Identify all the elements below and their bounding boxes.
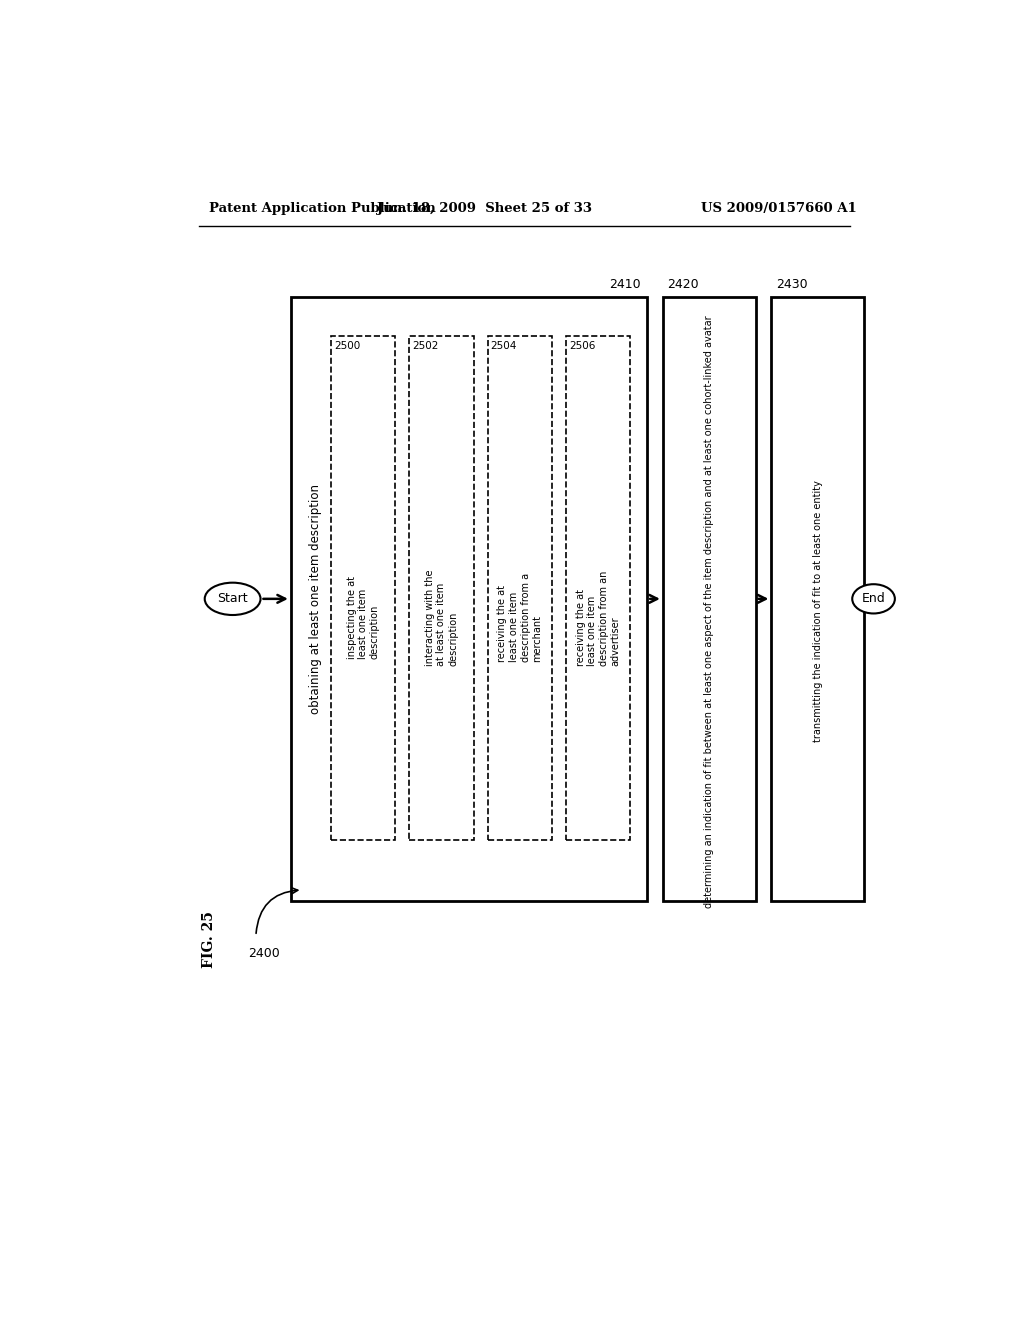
Text: 2430: 2430	[776, 277, 808, 290]
Text: 2500: 2500	[334, 341, 360, 351]
Text: determining an indication of fit between at least one aspect of the item descrip: determining an indication of fit between…	[705, 315, 715, 908]
Text: FIG. 25: FIG. 25	[203, 912, 216, 969]
Bar	[487, 335, 552, 840]
Bar	[331, 335, 395, 840]
Text: inspecting the at
least one item
description: inspecting the at least one item descrip…	[346, 577, 380, 660]
Text: Patent Application Publication: Patent Application Publication	[209, 202, 436, 215]
Text: receiving the at
least one item
description from a
merchant: receiving the at least one item descript…	[498, 573, 542, 663]
Text: 2502: 2502	[413, 341, 439, 351]
Text: US 2009/0157660 A1: US 2009/0157660 A1	[701, 202, 857, 215]
Text: transmitting the indication of fit to at least one entity: transmitting the indication of fit to at…	[813, 480, 822, 742]
Ellipse shape	[852, 585, 895, 614]
Bar	[410, 335, 474, 840]
Bar	[663, 297, 756, 902]
Bar	[291, 297, 647, 902]
Ellipse shape	[205, 582, 260, 615]
Text: 2504: 2504	[490, 341, 517, 351]
Text: End: End	[861, 593, 886, 606]
Text: 2400: 2400	[248, 948, 280, 961]
Text: Start: Start	[217, 593, 248, 606]
Text: interacting with the
at least one item
description: interacting with the at least one item d…	[425, 570, 458, 667]
Bar	[566, 335, 630, 840]
Text: 2506: 2506	[569, 341, 595, 351]
Text: Jun. 18, 2009  Sheet 25 of 33: Jun. 18, 2009 Sheet 25 of 33	[377, 202, 592, 215]
Bar	[771, 297, 864, 902]
Text: obtaining at least one item description: obtaining at least one item description	[309, 484, 323, 714]
Text: 2420: 2420	[668, 277, 699, 290]
Text: receiving the at
least one item
description from an
advertiser: receiving the at least one item descript…	[575, 570, 621, 665]
Text: 2410: 2410	[609, 277, 641, 290]
